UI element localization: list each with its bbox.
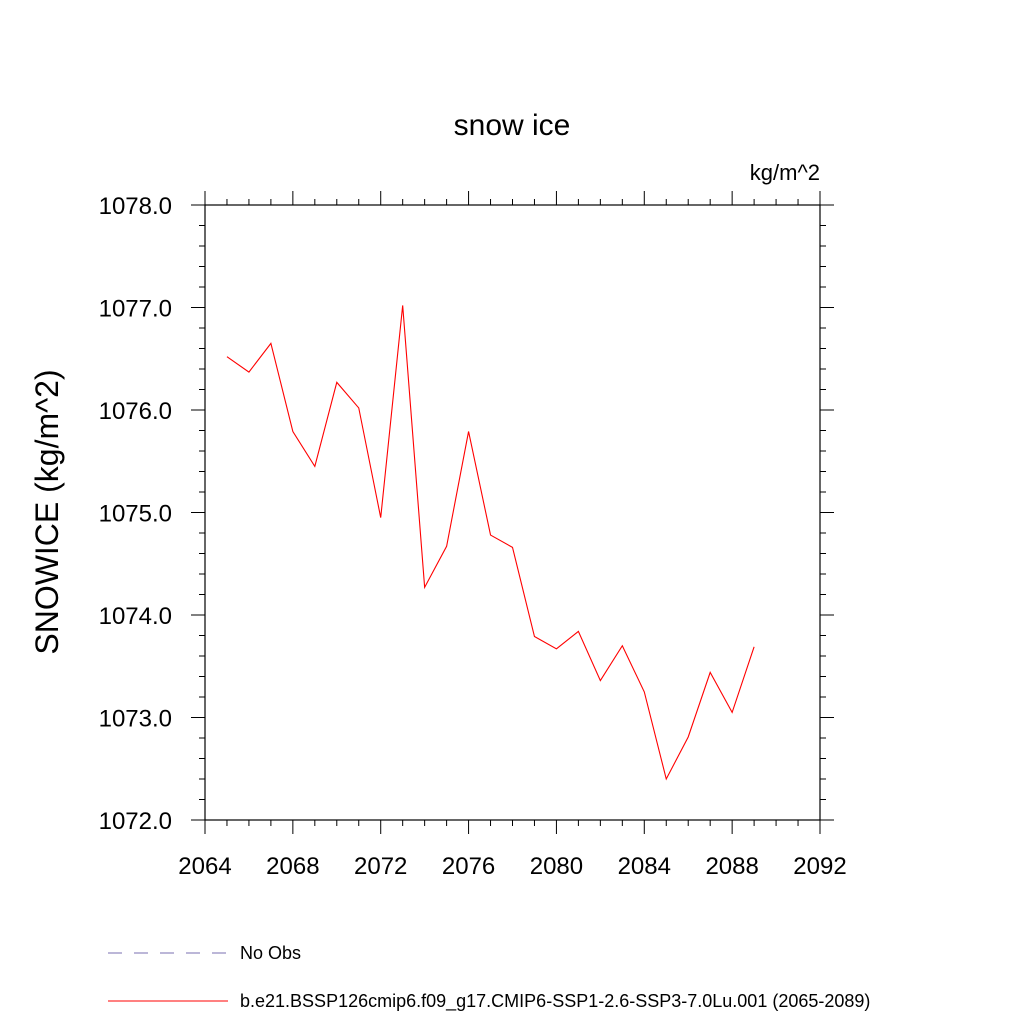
y-axis-label: SNOWICE (kg/m^2)	[29, 369, 65, 654]
x-tick-label: 2068	[266, 853, 319, 880]
x-tick-label: 2080	[530, 853, 583, 880]
y-tick-label: 1077.0	[99, 296, 172, 323]
plot-frame	[204, 204, 821, 821]
units-label: kg/m^2	[750, 160, 820, 185]
y-tick-label: 1075.0	[99, 501, 172, 528]
y-tick-label: 1074.0	[99, 603, 172, 630]
x-tick-label: 2092	[793, 853, 846, 880]
x-tick-label: 2072	[354, 853, 407, 880]
series-lines	[226, 305, 755, 781]
y-tick-label: 1073.0	[99, 706, 172, 733]
series-line	[226, 305, 755, 781]
chart-title: snow ice	[454, 109, 571, 142]
x-tick-label: 2076	[442, 853, 495, 880]
x-tick-label: 2064	[178, 853, 231, 880]
legend: No Obs b.e21.BSSP126cmip6.f09_g17.CMIP6-S…	[108, 943, 870, 1012]
tick-labels: 2064 2068 2072 2076 2080 2084 2088 2092 1072.0 10…	[99, 193, 847, 880]
legend-entry: b.e21.BSSP126cmip6.f09_g17.CMIP6-SSP1-2.…	[240, 991, 870, 1012]
legend-entry: No Obs	[240, 943, 301, 963]
x-tick-label: 2088	[705, 853, 758, 880]
x-tick-label: 2084	[618, 853, 671, 880]
y-tick-label: 1078.0	[99, 193, 172, 220]
axis-ticks	[191, 191, 834, 834]
y-tick-label: 1072.0	[99, 808, 172, 835]
y-tick-label: 1076.0	[99, 398, 172, 425]
